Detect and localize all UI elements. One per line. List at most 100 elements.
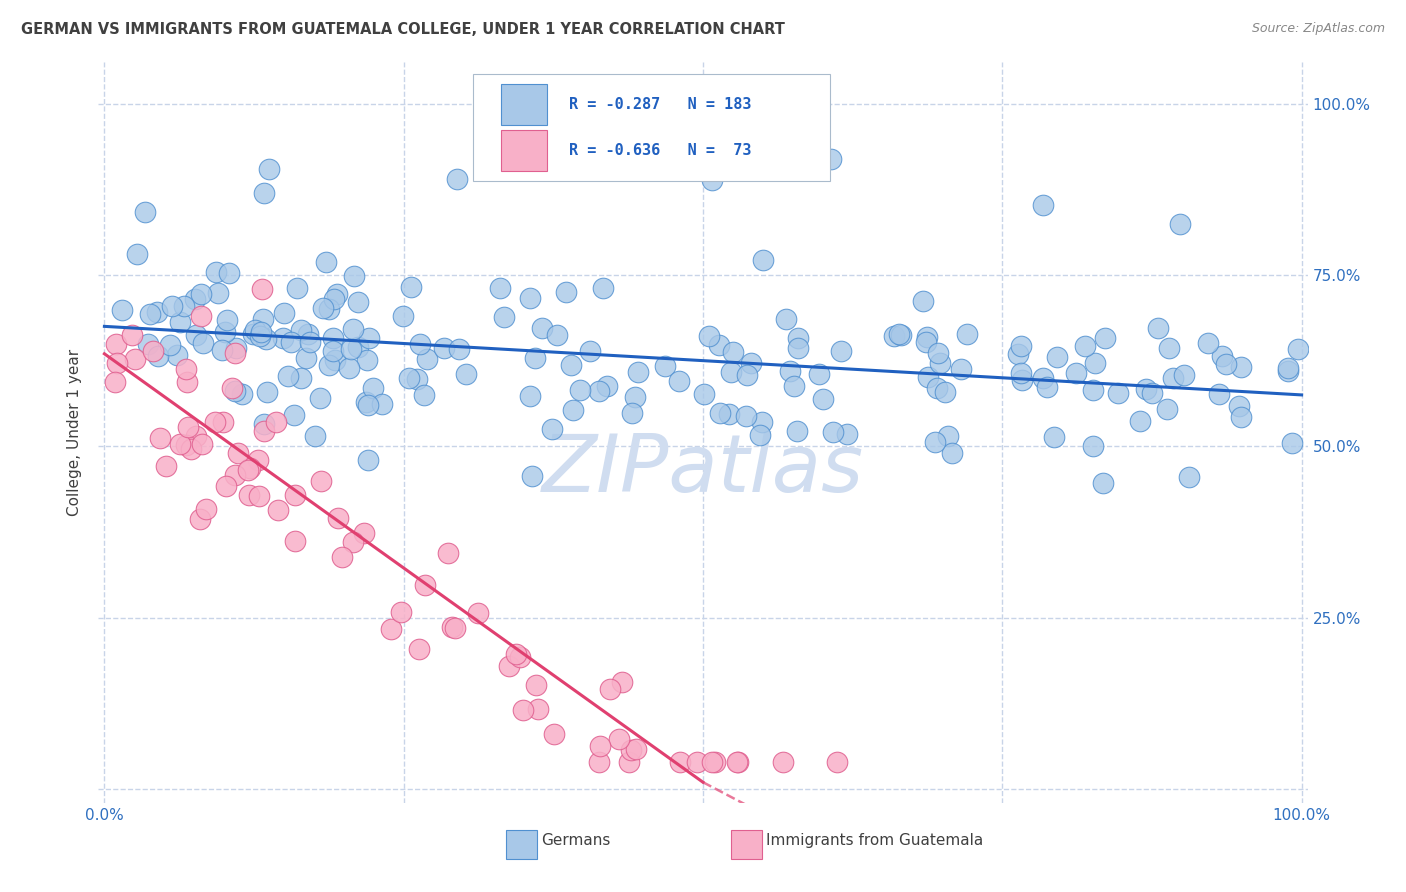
Point [221,381,243,395]
Point [190,436,212,450]
Point [1168,217,1191,231]
Point [1277,364,1299,378]
Point [408,642,430,657]
Point [243,323,266,337]
Point [148,349,170,363]
Point [596,378,619,392]
Point [668,374,690,388]
Point [250,325,273,339]
Point [446,172,468,186]
Point [242,327,264,342]
Point [588,384,610,398]
Point [820,153,842,167]
Point [786,331,808,345]
Point [392,310,415,324]
Point [1007,347,1029,361]
Point [1173,368,1195,382]
Point [190,309,212,323]
Point [890,328,912,343]
Point [214,325,236,339]
Point [489,281,512,295]
Point [1215,357,1237,371]
Point [702,173,724,187]
Point [560,358,582,372]
Point [494,310,516,324]
Point [626,742,648,756]
Point [883,329,905,343]
Point [1043,430,1066,444]
Text: Source: ZipAtlas.com: Source: ZipAtlas.com [1251,22,1385,36]
Point [322,331,344,345]
Point [347,340,370,354]
Point [134,205,156,219]
Text: R = -0.636   N =  73: R = -0.636 N = 73 [569,143,751,158]
Point [737,368,759,382]
Point [956,326,979,341]
Y-axis label: College, Under 1 year: College, Under 1 year [67,349,83,516]
Point [184,429,207,443]
Point [238,488,260,502]
Point [546,328,568,343]
Point [555,285,578,299]
Point [626,365,648,379]
Point [1032,371,1054,385]
Point [1286,343,1309,357]
Point [530,321,553,335]
Point [889,326,911,341]
Point [290,371,312,385]
Point [775,311,797,326]
Point [280,335,302,350]
Point [325,287,347,301]
Point [527,702,550,716]
FancyBboxPatch shape [501,84,547,125]
Point [193,335,215,350]
Point [821,425,844,439]
Point [214,479,236,493]
Point [607,731,630,746]
Point [354,394,377,409]
Point [592,281,614,295]
Point [294,351,316,366]
Point [752,252,775,267]
Point [207,286,229,301]
Point [107,356,129,370]
Point [697,329,720,343]
Point [188,512,211,526]
Point [668,755,690,769]
Point [249,489,271,503]
Point [239,461,262,475]
Point [749,428,772,442]
Point [1032,198,1054,212]
Point [1064,366,1087,380]
Point [224,384,246,398]
Point [1081,439,1104,453]
Point [808,367,831,381]
Point [391,605,413,619]
Point [524,678,547,692]
Point [166,348,188,362]
Point [413,578,436,592]
Point [437,546,460,560]
Point [406,372,429,386]
Text: ZIPatlas: ZIPatlas [541,431,865,508]
Point [224,346,246,360]
Point [298,334,321,349]
Point [359,330,381,344]
Point [1197,335,1219,350]
Point [169,315,191,329]
Point [415,352,437,367]
Point [1107,385,1129,400]
Point [751,415,773,429]
Point [174,437,197,451]
Point [284,488,307,502]
Point [1135,382,1157,396]
Point [361,381,384,395]
Point [519,389,541,403]
Point [835,427,858,442]
Point [523,351,546,366]
Point [519,291,541,305]
Point [512,703,534,717]
Point [211,343,233,357]
Point [267,503,290,517]
Point [443,621,465,635]
